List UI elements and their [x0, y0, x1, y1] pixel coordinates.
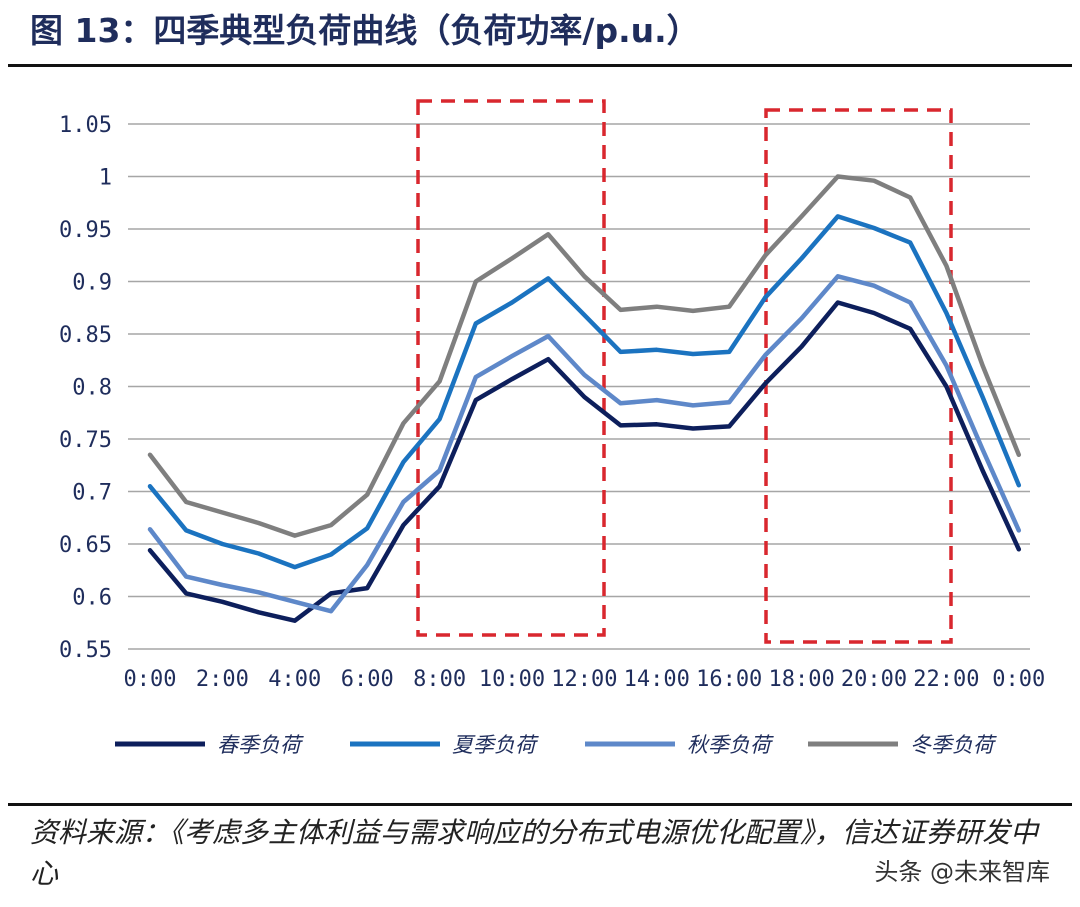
y-tick-label: 0.6: [72, 586, 112, 611]
y-tick-label: 0.95: [59, 218, 112, 243]
legend-label: 秋季负荷: [687, 733, 774, 757]
x-tick-label: 0:00: [124, 667, 177, 692]
x-tick-label: 4:00: [268, 667, 321, 692]
legend-label: 春季负荷: [217, 733, 304, 757]
highlight-box: [764, 108, 953, 644]
y-tick-label: 0.75: [59, 428, 112, 453]
top-rule: [8, 64, 1072, 67]
series-line: [147, 214, 1022, 570]
y-tick-label: 1.05: [59, 113, 112, 138]
load-curve-chart: 0.55 0.6 0.65 0.7 0.75 0.8 0.85 0.9 0.95 1 1.05 0:…: [59, 99, 1046, 757]
x-tick-label: 22:00: [913, 667, 979, 692]
series-lines: [147, 174, 1022, 623]
x-tick-label: 8:00: [413, 667, 466, 692]
x-tick-label: 2:00: [196, 667, 249, 692]
y-tick-label: 0.65: [59, 533, 112, 558]
x-tick-label: 16:00: [696, 667, 762, 692]
y-tick-label: 0.7: [72, 481, 112, 506]
y-tick-label: 0.55: [59, 638, 112, 663]
series-line: [147, 274, 1022, 614]
legend-label: 夏季负荷: [452, 733, 539, 757]
figure-title: 图 13：四季典型负荷曲线（负荷功率/p.u.）: [30, 11, 700, 50]
source-note: 资料来源：《考虑多主体利益与需求响应的分布式电源优化配置》，信达证券研发中心: [30, 816, 1039, 890]
watermark: 头条 @未来智库: [874, 858, 1050, 886]
highlight-box: [416, 99, 606, 637]
legend-label: 冬季负荷: [910, 733, 997, 757]
series-line: [147, 174, 1022, 538]
x-tick-label: 12:00: [551, 667, 617, 692]
y-axis-ticks: 0.55 0.6 0.65 0.7 0.75 0.8 0.85 0.9 0.95 1 1.05: [59, 113, 112, 663]
x-tick-label: 18:00: [768, 667, 834, 692]
gridlines: [128, 123, 1030, 650]
series-line: [147, 300, 1022, 623]
x-tick-label: 20:00: [841, 667, 907, 692]
x-tick-label: 0:00: [992, 667, 1045, 692]
y-tick-label: 0.8: [72, 376, 112, 401]
y-tick-label: 0.9: [72, 271, 112, 296]
y-tick-label: 1: [99, 166, 112, 191]
legend: 春季负荷 夏季负荷 秋季负荷 冬季负荷: [115, 733, 997, 757]
bottom-rule: [8, 803, 1072, 806]
x-tick-label: 10:00: [479, 667, 545, 692]
x-tick-label: 6:00: [341, 667, 394, 692]
x-axis-ticks: 0:00 2:00 4:00 6:00 8:00 10:00 12:00 14:00 16:00…: [124, 667, 1046, 692]
x-tick-label: 14:00: [624, 667, 690, 692]
y-tick-label: 0.85: [59, 323, 112, 348]
